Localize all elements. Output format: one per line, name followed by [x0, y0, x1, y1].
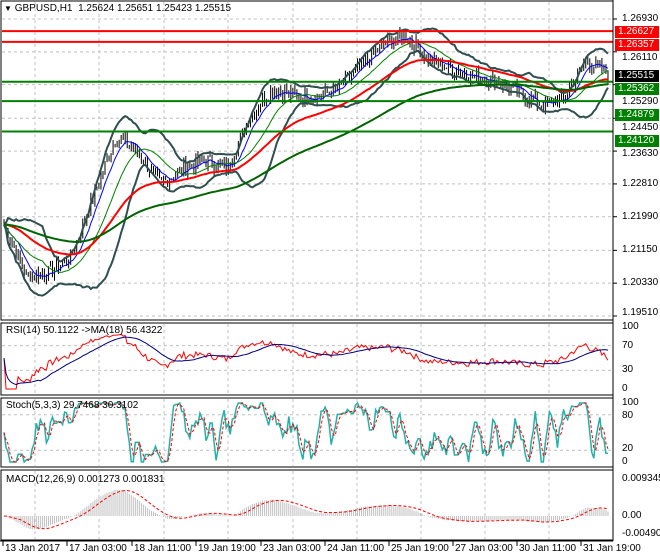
rsi-label: RSI(14) 50.1122 ->MA(18) 56.4322 [6, 325, 163, 336]
bollinger-upper [3, 27, 609, 263]
stoch-label: Stoch(5,3,3) 29.7468 30.3102 [6, 400, 139, 411]
price-label: 1.25290 [622, 95, 659, 107]
stoch-main-line [3, 401, 608, 464]
time-label: 17 Jan 03:00 [69, 543, 127, 554]
time-label: 25 Jan 19:00 [391, 543, 449, 554]
time-label: 18 Jan 11:00 [134, 543, 192, 554]
time-label: 31 Jan 19:00 [583, 543, 641, 554]
ma-long [3, 83, 609, 243]
price-label: 1.19510 [622, 307, 659, 318]
bollinger-lower [3, 49, 609, 297]
price-label: 1.20330 [622, 277, 659, 289]
chart-header: ▼ GBPUSD,H1 1.25624 1.25651 1.25423 1.25… [4, 3, 231, 14]
ma-mid [3, 41, 609, 273]
current-price-tag: 1.25515 [615, 69, 659, 82]
rsi-axis-label: 30 [622, 364, 634, 376]
level-price-tag: 1.24120 [615, 134, 659, 147]
panel-main [0, 0, 614, 321]
macd-axis-label: -0.004907 [622, 528, 660, 539]
dropdown-icon[interactable]: ▼ [4, 4, 12, 13]
time-label: 23 Jan 03:00 [263, 543, 321, 554]
symbol-label: GBPUSD,H1 [14, 3, 73, 14]
ma-slow [3, 58, 608, 256]
level-price-tag: 1.26357 [615, 39, 659, 51]
close-value: 1.25515 [194, 3, 232, 14]
price-label: 1.26110 [622, 52, 658, 63]
rsi-axis-label: 70 [622, 339, 634, 351]
level-price-tag: 1.26627 [615, 26, 659, 38]
price-label: 1.23630 [622, 147, 659, 159]
high-value: 1.25651 [117, 3, 154, 14]
stoch-signal-line [3, 402, 609, 463]
rsi-ma-line [3, 336, 609, 386]
price-label: 1.22810 [622, 177, 659, 189]
rsi-axis-label: 0 [622, 383, 628, 394]
macd-axis-label: 0.009345 [622, 473, 660, 485]
rsi-axis-label: 100 [622, 321, 639, 332]
price-label: 1.21990 [622, 210, 659, 222]
low-value: 1.25423 [155, 3, 193, 14]
price-label: 1.26930 [622, 13, 659, 24]
time-label: 13 Jan 2017 [5, 543, 61, 554]
time-label: 30 Jan 11:00 [519, 543, 577, 554]
price-label: 1.24450 [622, 121, 659, 133]
stoch-axis-label: 20 [622, 443, 634, 454]
time-label: 24 Jan 11:00 [327, 543, 385, 554]
level-price-tag: 1.25362 [615, 82, 659, 95]
stoch-axis-label: 0 [622, 456, 628, 467]
macd-axis-label: 0.00 [622, 510, 642, 521]
macd-signal-line [3, 490, 609, 530]
stoch-axis-label: 80 [622, 410, 634, 421]
time-label: 27 Jan 03:00 [455, 543, 513, 554]
open-value: 1.25624 [78, 3, 115, 14]
time-label: 19 Jan 19:00 [198, 543, 256, 554]
level-price-tag: 1.24879 [615, 108, 659, 121]
price-label: 1.21150 [622, 244, 658, 256]
stoch-axis-label: 100 [622, 397, 639, 408]
macd-label: MACD(12,26,9) 0.001273 0.001831 [6, 474, 165, 485]
